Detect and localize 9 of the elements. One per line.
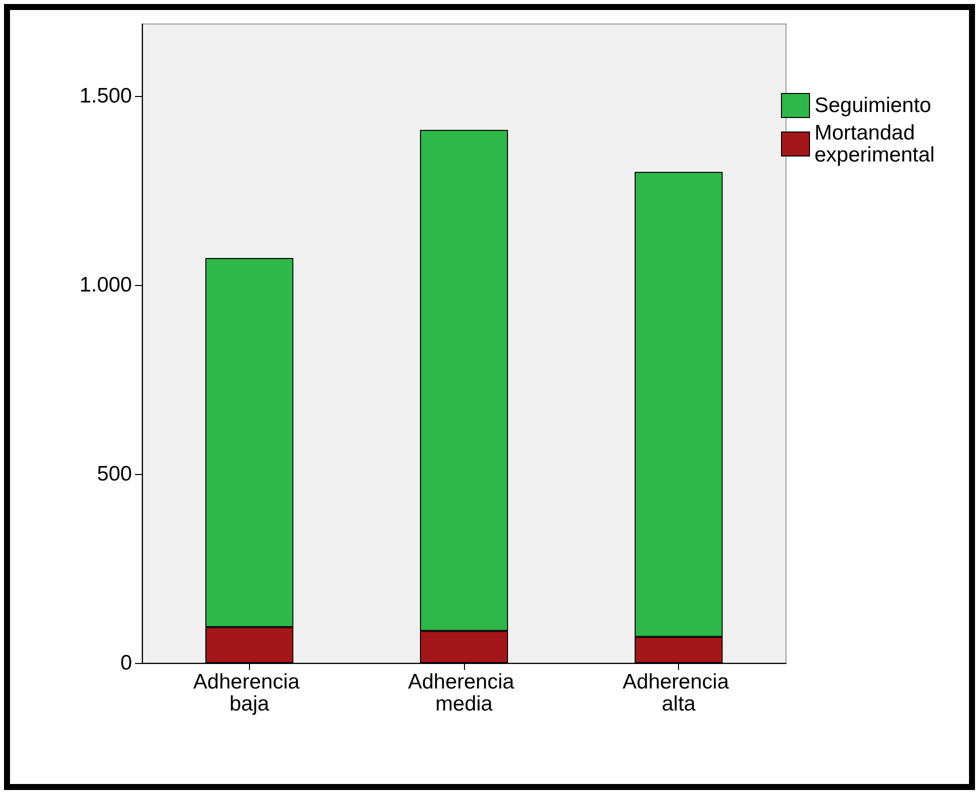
y-tick-label: 0 <box>120 652 132 674</box>
y-tick-label: 1.500 <box>79 84 132 108</box>
x-tick-label: Adherencia baja <box>193 670 306 716</box>
x-tick-label: Adherencia alta <box>622 670 735 716</box>
legend-label: Seguimiento <box>814 94 932 117</box>
y-tick-label: 1.000 <box>79 273 132 296</box>
x-tick-label: Adherencia media <box>408 670 520 716</box>
y-tick-label: 500 <box>96 462 132 486</box>
legend-label: Mortandad experimental <box>814 122 935 166</box>
